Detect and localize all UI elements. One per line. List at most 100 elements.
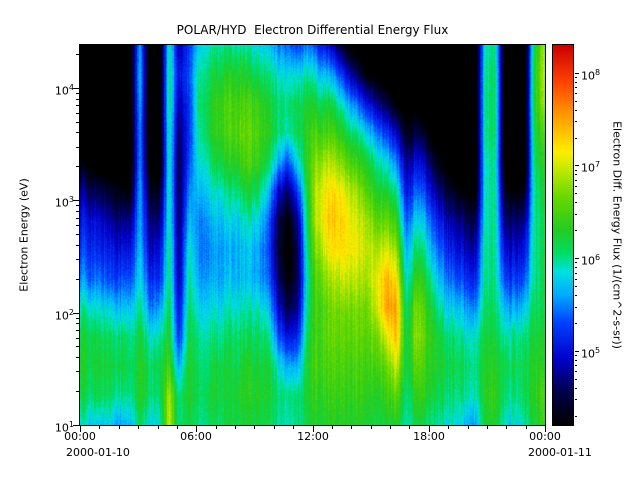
y-minor-tick: [76, 245, 80, 246]
colorbar-minor-tick: [575, 87, 577, 88]
colorbar-tick-label: 106: [581, 253, 601, 268]
y-minor-tick: [76, 323, 80, 324]
y-minor-tick: [76, 132, 80, 133]
x-tick-label: 18:00: [413, 430, 445, 443]
colorbar-minor-tick: [575, 416, 577, 417]
y-minor-tick: [76, 371, 80, 372]
colorbar-minor-tick: [575, 138, 577, 139]
colorbar-tick-label: 105: [581, 346, 601, 361]
x-minor-tick: [409, 426, 410, 429]
x-minor-tick: [99, 426, 100, 429]
x-major-tick: [545, 426, 546, 432]
colorbar-minor-tick: [575, 77, 577, 78]
colorbar-minor-tick: [575, 286, 577, 287]
x-minor-tick: [448, 426, 449, 429]
y-axis-label: Electron Energy (eV): [17, 178, 31, 292]
y-tick-label: 102: [54, 308, 74, 323]
x-axis-date-left: 2000-01-10: [66, 446, 130, 459]
colorbar-minor-tick: [575, 360, 577, 361]
x-minor-tick: [332, 426, 333, 429]
y-tick-label: 101: [54, 420, 74, 435]
colorbar-minor-tick: [575, 93, 577, 94]
y-minor-tick: [76, 259, 80, 260]
colorbar-minor-tick: [575, 388, 577, 389]
colorbar-major-tick: [575, 351, 579, 352]
colorbar-label: Electron Diff. Energy Flux (1/(cm^2-s-sr…: [610, 121, 624, 349]
y-minor-tick: [76, 211, 80, 212]
y-minor-tick: [76, 93, 80, 94]
x-axis-date-right: 2000-01-11: [528, 446, 592, 459]
colorbar-minor-tick: [575, 202, 577, 203]
x-tick-label: 06:00: [180, 430, 212, 443]
x-minor-tick: [158, 426, 159, 429]
y-minor-tick: [76, 54, 80, 55]
y-minor-tick: [76, 225, 80, 226]
x-minor-tick: [119, 426, 120, 429]
colorbar-minor-tick: [575, 295, 577, 296]
x-tick-label: 00:00: [64, 430, 96, 443]
colorbar-minor-tick: [575, 371, 577, 372]
colorbar-minor-tick: [575, 186, 577, 187]
x-minor-tick: [468, 426, 469, 429]
colorbar-minor-tick: [575, 110, 577, 111]
y-minor-tick: [76, 218, 80, 219]
x-minor-tick: [487, 426, 488, 429]
y-minor-tick: [76, 122, 80, 123]
colorbar-minor-tick: [575, 379, 577, 380]
plot-title: POLAR/HYD Electron Differential Energy F…: [176, 23, 449, 37]
colorbar-minor-tick: [575, 101, 577, 102]
y-minor-tick: [76, 346, 80, 347]
x-minor-tick: [235, 426, 236, 429]
colorbar-tick-label: 108: [581, 68, 601, 83]
colorbar-minor-tick: [575, 279, 577, 280]
y-minor-tick: [76, 338, 80, 339]
x-minor-tick: [274, 426, 275, 429]
colorbar-minor-tick: [575, 214, 577, 215]
colorbar-major-tick: [575, 165, 579, 166]
y-tick-label: 104: [54, 83, 74, 98]
colorbar-minor-tick: [575, 355, 577, 356]
colorbar-minor-tick: [575, 399, 577, 400]
y-major-tick: [73, 200, 80, 201]
spectrogram-canvas: [80, 45, 545, 425]
y-major-tick: [73, 313, 80, 314]
x-tick-label: 00:00: [529, 430, 561, 443]
y-minor-tick: [76, 391, 80, 392]
colorbar-minor-tick: [575, 174, 577, 175]
y-minor-tick: [76, 279, 80, 280]
y-minor-tick: [76, 113, 80, 114]
x-minor-tick: [526, 426, 527, 429]
y-minor-tick: [76, 99, 80, 100]
colorbar-minor-tick: [575, 170, 577, 171]
colorbar-major-tick: [575, 73, 579, 74]
x-minor-tick: [390, 426, 391, 429]
colorbar-tick-label: 107: [581, 160, 601, 175]
spectrogram-plot-area: [79, 44, 546, 426]
y-minor-tick: [76, 205, 80, 206]
colorbar-minor-tick: [575, 323, 577, 324]
x-minor-tick: [371, 426, 372, 429]
colorbar-minor-tick: [575, 230, 577, 231]
x-tick-label: 12:00: [297, 430, 329, 443]
y-major-tick: [73, 425, 80, 426]
y-minor-tick: [76, 166, 80, 167]
x-major-tick: [313, 426, 314, 432]
colorbar: [552, 44, 574, 426]
x-minor-tick: [216, 426, 217, 429]
x-major-tick: [196, 426, 197, 432]
y-minor-tick: [76, 318, 80, 319]
x-minor-tick: [138, 426, 139, 429]
colorbar-minor-tick: [575, 365, 577, 366]
colorbar-canvas: [553, 45, 573, 425]
y-minor-tick: [76, 147, 80, 148]
colorbar-minor-tick: [575, 121, 577, 122]
colorbar-minor-tick: [575, 267, 577, 268]
colorbar-minor-tick: [575, 180, 577, 181]
x-minor-tick: [506, 426, 507, 429]
colorbar-minor-tick: [575, 273, 577, 274]
x-minor-tick: [177, 426, 178, 429]
colorbar-minor-tick: [575, 307, 577, 308]
colorbar-major-tick: [575, 258, 579, 259]
y-minor-tick: [76, 234, 80, 235]
